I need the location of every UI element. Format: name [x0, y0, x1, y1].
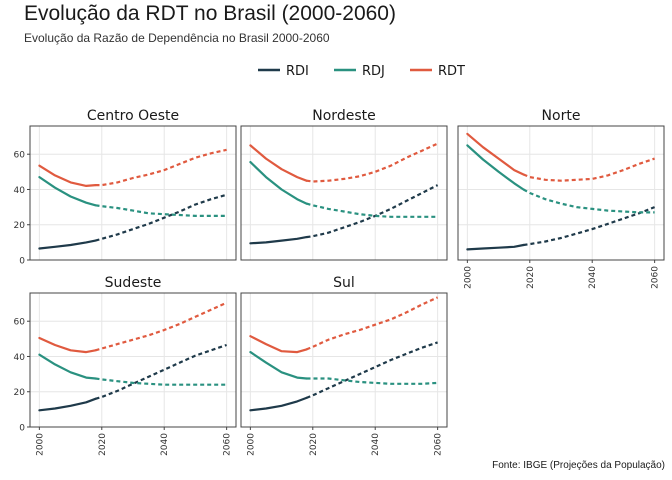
panel-title-sudeste: Sudeste — [105, 275, 162, 291]
series-line-rdj-projected — [306, 202, 438, 218]
x-tick-label: 2040 — [371, 433, 381, 456]
chart-subtitle: Evolução da Razão de Dependência no Bras… — [24, 31, 330, 45]
series-line-rdt-projected — [95, 301, 228, 352]
series-line-rdi-projected — [95, 193, 227, 242]
panel-title-sul: Sul — [333, 275, 355, 291]
y-tick-label: 40 — [14, 186, 26, 196]
series-line-rdt-projected — [306, 296, 439, 351]
y-tick-label: 40 — [14, 353, 26, 363]
series-line-rdj-observed — [38, 353, 97, 380]
series-line-rdj-projected — [95, 377, 227, 386]
panel-frame-centro-oeste — [29, 125, 237, 261]
panel-frame-sul — [240, 292, 448, 428]
legend-label-rdj: RDJ — [362, 64, 385, 79]
series-line-rdi-observed — [38, 239, 97, 250]
x-tick-label: 2060 — [651, 266, 661, 289]
series-line-rdj-observed — [466, 144, 525, 191]
x-tick-label: 2020 — [309, 433, 319, 456]
panel-title-centro-oeste: Centro Oeste — [87, 108, 179, 124]
series-line-rdi-observed — [38, 397, 97, 412]
series-line-rdi-observed — [249, 236, 308, 245]
x-tick-label: 2060 — [223, 433, 233, 456]
series-line-rdj-observed — [38, 176, 97, 207]
series-line-rdi-observed — [249, 396, 308, 412]
series-line-rdt-projected — [95, 148, 227, 187]
y-tick-label: 0 — [19, 424, 25, 434]
panel-title-nordeste: Nordeste — [312, 108, 375, 124]
x-tick-label: 2000 — [35, 433, 45, 456]
panel-frame-nordeste — [240, 125, 448, 261]
y-tick-label: 20 — [14, 221, 26, 231]
panel-frame-sudeste — [29, 292, 237, 428]
x-tick-label: 2040 — [160, 433, 170, 456]
chart-title: Evolução da RDT no Brasil (2000-2060) — [24, 2, 396, 25]
x-tick-label: 2040 — [588, 266, 598, 289]
y-tick-label: 60 — [14, 318, 26, 328]
x-tick-label: 2000 — [463, 266, 473, 289]
series-line-rdt-observed — [466, 132, 525, 176]
chart-caption: Fonte: IBGE (Projeções da População) — [492, 460, 665, 471]
series-line-rdj-observed — [249, 351, 308, 380]
x-tick-label: 2000 — [246, 433, 256, 456]
panel-title-norte: Norte — [542, 108, 581, 124]
series-line-rdt-projected — [523, 157, 655, 182]
series-line-rdj-projected — [95, 204, 227, 217]
y-tick-label: 0 — [19, 257, 25, 267]
series-line-rdi-projected — [95, 343, 227, 400]
y-tick-label: 20 — [14, 388, 26, 398]
series-line-rdt-observed — [249, 335, 308, 354]
series-line-rdi-projected — [523, 206, 656, 247]
series-line-rdj-observed — [249, 161, 308, 205]
x-tick-label: 2060 — [434, 433, 444, 456]
series-line-rdj-projected — [522, 188, 655, 214]
x-tick-label: 2020 — [98, 433, 108, 456]
series-line-rdj-projected — [306, 377, 438, 385]
y-tick-label: 60 — [14, 151, 26, 161]
series-line-rdi-projected — [306, 341, 438, 399]
series-line-rdt-projected — [306, 142, 439, 183]
x-tick-label: 2020 — [526, 266, 536, 289]
series-line-rdi-projected — [306, 184, 439, 239]
series-line-rdi-observed — [466, 243, 525, 251]
series-line-rdt-observed — [249, 144, 308, 182]
legend-label-rdi: RDI — [286, 64, 309, 79]
series-line-rdt-observed — [38, 164, 97, 187]
panel-frame-norte — [457, 125, 665, 261]
legend-label-rdt: RDT — [438, 64, 465, 79]
series-line-rdt-observed — [38, 336, 97, 354]
